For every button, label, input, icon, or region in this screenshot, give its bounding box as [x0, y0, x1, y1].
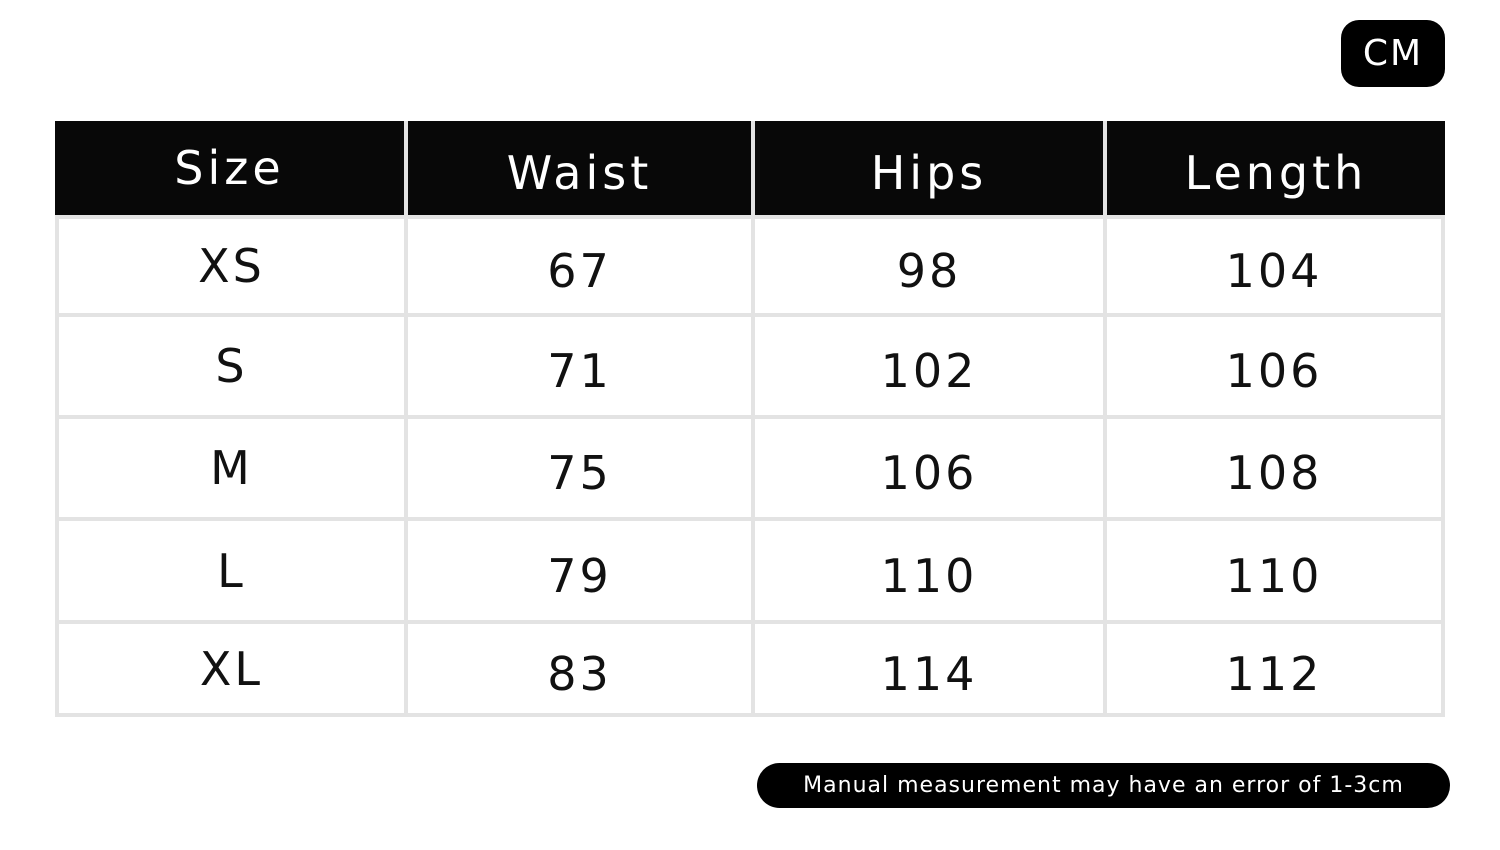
row-size-cell: L — [59, 521, 404, 620]
table-cell: 110 — [1107, 521, 1441, 620]
table-cell: 108 — [1107, 419, 1441, 517]
table-cell: 104 — [1107, 219, 1441, 313]
row-size-cell: S — [59, 317, 404, 415]
row-size-cell: XL — [59, 624, 404, 713]
table-cell: 106 — [1107, 317, 1441, 415]
row-size-cell: M — [59, 419, 404, 517]
table-cell: 106 — [755, 419, 1103, 517]
table-cell: 110 — [755, 521, 1103, 620]
column-header-length: Length — [1107, 121, 1445, 215]
table-cell: 98 — [755, 219, 1103, 313]
row-size-cell: XS — [59, 219, 404, 313]
table-cell: 83 — [408, 624, 751, 713]
measurement-note: Manual measurement may have an error of … — [757, 763, 1450, 808]
table-cell: 75 — [408, 419, 751, 517]
size-chart-table: Size Waist Hips Length XS 67 98 104 S 71 102 106 M 75… — [55, 121, 1445, 717]
column-header-waist: Waist — [408, 121, 751, 215]
unit-badge: CM — [1341, 20, 1445, 87]
table-cell: 67 — [408, 219, 751, 313]
table-cell: 114 — [755, 624, 1103, 713]
table-cell: 79 — [408, 521, 751, 620]
column-header-size: Size — [55, 121, 404, 215]
table-cell: 112 — [1107, 624, 1441, 713]
table-cell: 71 — [408, 317, 751, 415]
column-header-hips: Hips — [755, 121, 1103, 215]
table-cell: 102 — [755, 317, 1103, 415]
